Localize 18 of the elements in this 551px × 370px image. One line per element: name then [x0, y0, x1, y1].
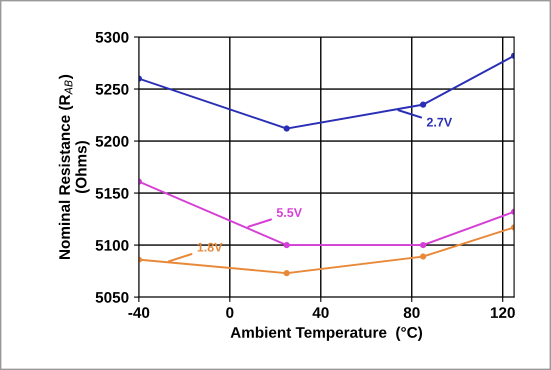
point: [284, 125, 290, 132]
x-tick-label: 80: [404, 307, 420, 318]
y-tick-label: 5300: [96, 32, 129, 43]
point: [284, 270, 290, 276]
x-tick-label: 120: [490, 307, 515, 318]
y-tick-label: 5100: [96, 240, 129, 251]
y-tick-label: 5050: [96, 292, 129, 303]
x-axis-title: Ambient Temperature (°C): [230, 326, 422, 341]
y-tick-label: 5150: [96, 188, 129, 199]
legend-label: 2.7V: [426, 118, 452, 127]
x-tick-label: -40: [128, 307, 150, 318]
y-tick-label: 5250: [96, 84, 129, 95]
point: [284, 242, 290, 248]
x-tick-label: 0: [226, 307, 234, 318]
text: Nominal Resistance (R$_{AB}$) (Ohms): [58, 74, 90, 259]
x-tick-label: 40: [312, 307, 329, 318]
y-tick-label: 5200: [96, 136, 129, 147]
series-label: 5.5V: [276, 208, 302, 218]
